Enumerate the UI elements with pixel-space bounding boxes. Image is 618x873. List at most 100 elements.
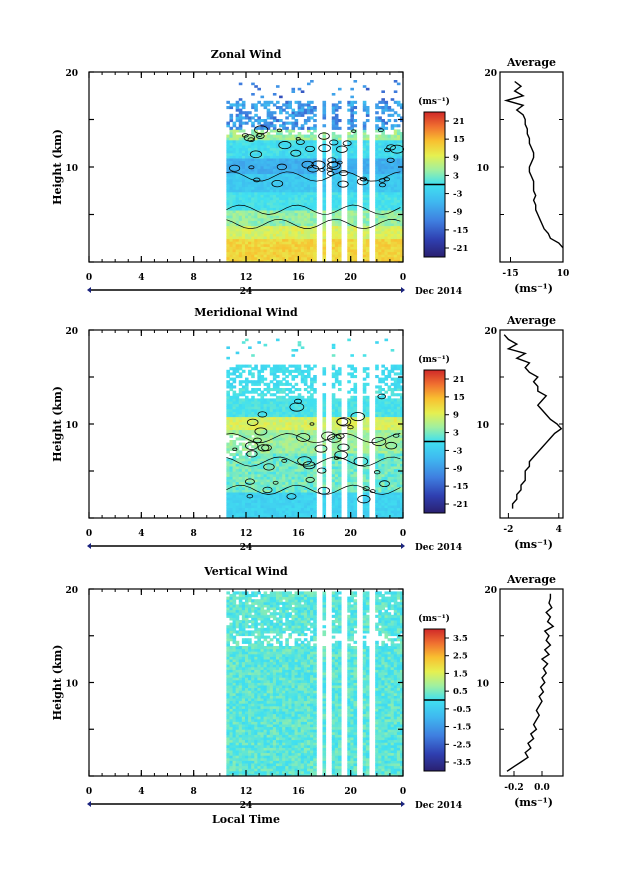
x-tick-label: 4 (138, 273, 144, 283)
x-tick-label: 0 (400, 787, 406, 797)
colorbar-tick-label: 15 (453, 135, 465, 145)
colorbar-tick-label: -9 (453, 208, 463, 218)
x-tick-label: 0 (86, 787, 92, 797)
date-label: Dec 2014 (415, 801, 462, 811)
colorbar-tick-label: -9 (453, 464, 463, 474)
arrow-left-icon (87, 543, 91, 549)
colorbar-tick-label: 3.5 (453, 634, 468, 644)
y-axis-label: Height (km) (51, 386, 64, 462)
x-tick-label: 16 (292, 529, 305, 539)
panel-2: Meridional Wind 0 4 8 12 16 20 0 10 20 Height (km)… (51, 306, 564, 553)
profile-y-tick: 10 (476, 164, 489, 174)
colorbar-tick-label: -15 (453, 226, 468, 236)
colorbar-tick-label: -15 (453, 482, 468, 492)
x-tick-label: 16 (292, 273, 305, 283)
profile-title: Average (506, 56, 556, 69)
y-tick-label: 10 (65, 421, 78, 431)
profile-title: Average (506, 573, 556, 586)
colorbar-tick-label: -1.5 (453, 723, 471, 733)
profile-x-tick: 10 (557, 269, 570, 279)
colorbar-unit: (ms⁻¹) (418, 613, 450, 624)
x-tick-label: 20 (344, 787, 357, 797)
date-center: 24 (240, 801, 253, 811)
x-tick-label: 0 (86, 273, 92, 283)
panel-1: Zonal Wind 0 4 8 12 16 20 0 10 20 Height (km) 24 Dec… (51, 48, 569, 297)
contour-lines (226, 125, 405, 230)
x-tick-label: 0 (400, 529, 406, 539)
colorbar-tick-label: -2.5 (453, 740, 471, 750)
y-axis-label: Height (km) (51, 129, 64, 205)
contour-lines (226, 393, 401, 504)
profile-y-tick: 10 (476, 421, 489, 431)
profile-line (506, 593, 555, 772)
colorbar-tick-label: 1.5 (453, 669, 468, 679)
x-tick-label: 4 (138, 787, 144, 797)
y-tick-label: 10 (65, 680, 78, 690)
profile-y-tick: 20 (484, 327, 497, 337)
arrow-left-icon (87, 801, 91, 807)
arrow-right-icon (401, 287, 405, 293)
panel-3: Vertical Wind 0 4 8 12 16 20 0 10 20 Height (km) 24… (51, 565, 564, 826)
colorbar-tick-label: -0.5 (453, 705, 471, 715)
date-label: Dec 2014 (415, 543, 462, 553)
colorbar-tick-label: 2.5 (453, 652, 468, 662)
profile-x-tick: 0.0 (534, 783, 550, 793)
x-tick-label: 12 (240, 787, 253, 797)
x-tick-label: 12 (240, 529, 253, 539)
profile-x-label: (ms⁻¹) (514, 282, 553, 295)
panel-title: Vertical Wind (203, 565, 288, 578)
heatmap-cells (226, 80, 404, 263)
profile-frame (499, 329, 564, 519)
x-tick-label: 8 (191, 273, 197, 283)
profile-title: Average (506, 314, 556, 327)
colorbar-unit: (ms⁻¹) (418, 354, 450, 365)
profile-x-tick: -15 (502, 269, 518, 279)
x-tick-label: 4 (138, 529, 144, 539)
x-tick-label: 12 (240, 273, 253, 283)
x-tick-label: 16 (292, 787, 305, 797)
x-axis-label: Local Time (212, 813, 280, 826)
profile-y-tick: 10 (476, 680, 489, 690)
x-tick-label: 8 (191, 529, 197, 539)
profile-x-tick: -0.2 (504, 783, 523, 793)
colorbar-tick-label: -3 (453, 446, 463, 456)
profile-x-tick: -2 (503, 525, 513, 535)
colorbar-tick-label: 3 (453, 171, 459, 181)
profile-line (503, 80, 564, 249)
profile-y-tick: 20 (484, 586, 497, 596)
x-tick-label: 20 (344, 273, 357, 283)
y-tick-label: 20 (65, 69, 78, 79)
x-tick-label: 0 (86, 529, 92, 539)
colorbar-tick-label: -21 (453, 244, 468, 254)
arrow-left-icon (87, 287, 91, 293)
date-label: Dec 2014 (415, 287, 462, 297)
colorbar-unit: (ms⁻¹) (418, 96, 450, 107)
colorbar-tick-label: 21 (453, 375, 465, 385)
profile-frame (499, 71, 564, 263)
colorbar-tick-label: 3 (453, 429, 459, 439)
heatmap-cells (226, 338, 404, 519)
profile-x-label: (ms⁻¹) (514, 538, 553, 551)
colorbar-tick-label: 15 (453, 393, 465, 403)
y-tick-label: 20 (65, 586, 78, 596)
panel-title: Zonal Wind (211, 48, 282, 61)
profile-x-tick: 4 (556, 525, 562, 535)
colorbar-tick-label: -3.5 (453, 758, 471, 768)
profile-x-label: (ms⁻¹) (514, 796, 553, 809)
colorbar-tick-label: -21 (453, 500, 468, 510)
x-tick-label: 20 (344, 529, 357, 539)
heatmap-cells (226, 591, 404, 777)
y-tick-label: 10 (65, 164, 78, 174)
arrow-right-icon (401, 543, 405, 549)
y-axis-label: Height (km) (51, 645, 64, 721)
date-center: 24 (240, 287, 253, 297)
colorbar-tick-label: 9 (453, 153, 459, 163)
date-center: 24 (240, 543, 253, 553)
colorbar-tick-label: 21 (453, 117, 465, 127)
x-tick-label: 0 (400, 273, 406, 283)
colorbar-tick-label: 0.5 (453, 687, 468, 697)
panel-title: Meridional Wind (194, 306, 298, 319)
profile-y-tick: 20 (484, 69, 497, 79)
y-tick-label: 20 (65, 327, 78, 337)
